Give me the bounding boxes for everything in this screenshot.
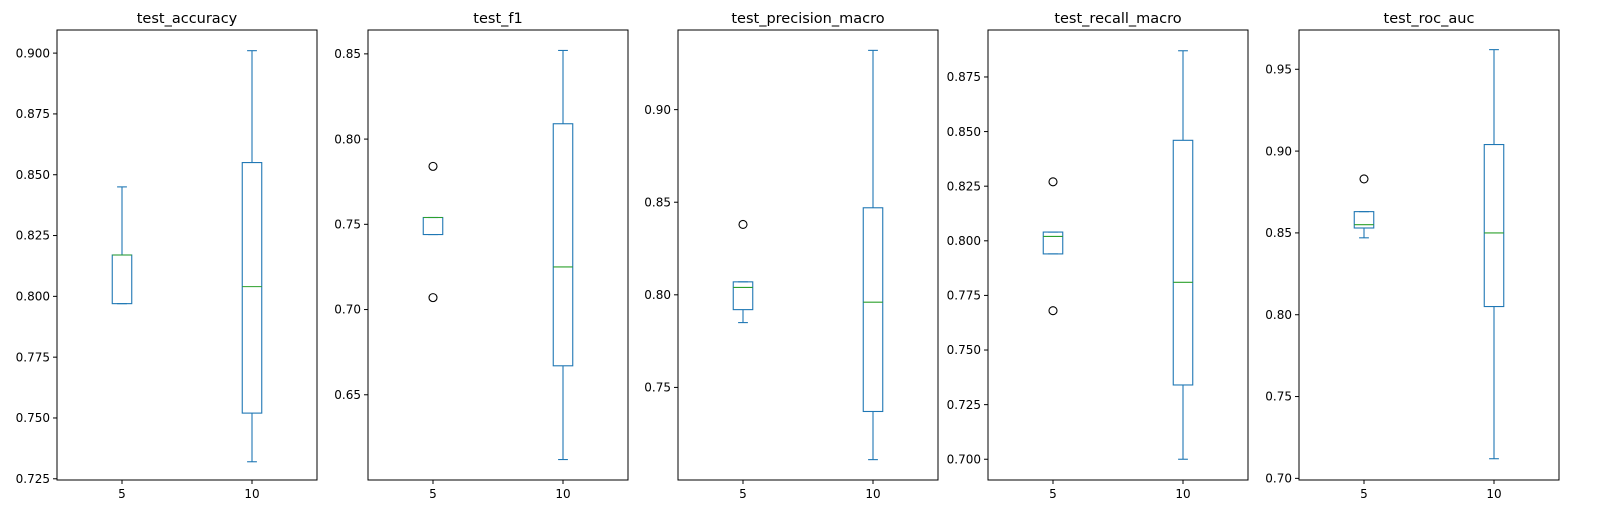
subplot-title: test_f1 <box>473 11 522 27</box>
x-tick-label: 10 <box>865 487 880 501</box>
box-iqr <box>1172 139 1194 386</box>
y-tick-label: 0.75 <box>1265 390 1292 404</box>
axes-frame <box>987 29 1249 481</box>
subplot-4: test_roc_auc 0.70 0.75 0.80 0.85 0.90 0.95 5 10 <box>1265 11 1560 501</box>
y-tick-label: 0.875 <box>16 107 50 121</box>
box-iqr <box>241 162 263 414</box>
y-tick-label: 0.80 <box>1265 308 1292 322</box>
y-tick-label: 0.65 <box>334 388 361 402</box>
subplot-2: test_precision_macro 0.75 0.80 0.85 0.90 5 10 <box>644 11 939 501</box>
subplot-title: test_roc_auc <box>1384 11 1475 27</box>
axes-frame <box>1298 29 1560 481</box>
outlier-point <box>1048 177 1058 187</box>
box-iqr <box>1483 143 1505 308</box>
x-tick-label: 5 <box>739 487 747 501</box>
y-tick-label: 0.725 <box>16 472 50 486</box>
y-tick-label: 0.825 <box>16 229 50 243</box>
y-tick-label: 0.800 <box>947 234 981 248</box>
box-iqr <box>1042 231 1064 255</box>
outlier-point <box>428 293 438 303</box>
y-tick-label: 0.900 <box>16 46 50 60</box>
subplot-1: test_f1 0.65 0.70 0.75 0.80 0.85 5 10 <box>334 11 629 501</box>
subplot-title: test_precision_macro <box>731 11 884 27</box>
x-tick-label: 10 <box>1175 487 1190 501</box>
outlier-point <box>1048 306 1058 316</box>
y-tick-label: 0.825 <box>947 179 981 193</box>
y-tick-label: 0.700 <box>947 452 981 466</box>
x-tick-label: 5 <box>118 487 126 501</box>
y-tick-label: 0.75 <box>334 218 361 232</box>
subplot-3: test_recall_macro 0.7000.7250.7500.7750.… <box>947 11 1249 501</box>
y-tick-label: 0.75 <box>644 381 671 395</box>
y-tick-label: 0.70 <box>334 303 361 317</box>
x-tick-label: 10 <box>555 487 570 501</box>
y-tick-label: 0.90 <box>1265 144 1292 158</box>
y-tick-label: 0.850 <box>16 168 50 182</box>
x-tick-label: 5 <box>429 487 437 501</box>
box-iqr <box>552 123 574 367</box>
x-tick-label: 10 <box>244 487 259 501</box>
y-tick-label: 0.85 <box>644 195 671 209</box>
y-tick-label: 0.775 <box>947 289 981 303</box>
y-tick-label: 0.875 <box>947 70 981 84</box>
y-tick-label: 0.725 <box>947 398 981 412</box>
y-tick-label: 0.80 <box>334 132 361 146</box>
plot-area: 0.700 0.725 0.750 0.775 0.800 0.825 0.850 0.875… <box>947 50 1194 501</box>
plot-area: 0.70 0.75 0.80 0.85 0.90 0.95 5 10 <box>1265 49 1505 501</box>
axes-frame <box>56 29 318 481</box>
box-iqr <box>732 281 754 311</box>
x-tick-label: 10 <box>1486 487 1501 501</box>
y-tick-label: 0.750 <box>947 343 981 357</box>
subplot-title: test_accuracy <box>137 11 238 27</box>
plot-area: 0.65 0.70 0.75 0.80 0.85 5 10 <box>334 47 574 501</box>
y-tick-label: 0.800 <box>16 290 50 304</box>
y-tick-label: 0.85 <box>334 47 361 61</box>
outlier-point <box>428 161 438 171</box>
axes-frame <box>367 29 629 481</box>
y-tick-label: 0.85 <box>1265 226 1292 240</box>
subplot-title: test_recall_macro <box>1054 11 1181 27</box>
axes-frame <box>677 29 939 481</box>
plot-area: 0.725 0.750 0.775 0.800 0.825 0.850 0.875 0.900… <box>16 46 263 501</box>
outlier-point <box>738 219 748 229</box>
y-tick-label: 0.95 <box>1265 62 1292 76</box>
y-tick-label: 0.850 <box>947 125 981 139</box>
outlier-point <box>1359 174 1369 184</box>
box-iqr <box>862 207 884 413</box>
x-tick-label: 5 <box>1360 487 1368 501</box>
y-tick-label: 0.80 <box>644 288 671 302</box>
plot-area: 0.75 0.80 0.85 0.90 5 10 <box>644 49 884 501</box>
y-tick-label: 0.775 <box>16 350 50 364</box>
x-tick-label: 5 <box>1049 487 1057 501</box>
subplot-0: test_accuracy 0.7250.7500.7750.8000.8250… <box>16 11 318 501</box>
box-iqr <box>1353 211 1375 229</box>
y-tick-label: 0.90 <box>644 103 671 117</box>
y-tick-label: 0.70 <box>1265 472 1292 486</box>
y-tick-label: 0.750 <box>16 411 50 425</box>
